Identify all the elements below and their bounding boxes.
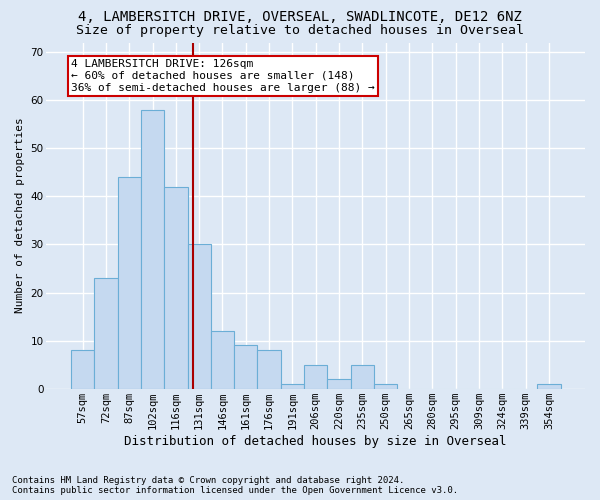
- Bar: [537, 384, 560, 388]
- Text: Size of property relative to detached houses in Overseal: Size of property relative to detached ho…: [76, 24, 524, 37]
- Text: 4 LAMBERSITCH DRIVE: 126sqm
← 60% of detached houses are smaller (148)
36% of se: 4 LAMBERSITCH DRIVE: 126sqm ← 60% of det…: [71, 60, 374, 92]
- Bar: [350, 364, 374, 388]
- X-axis label: Distribution of detached houses by size in Overseal: Distribution of detached houses by size …: [124, 434, 507, 448]
- Text: Contains public sector information licensed under the Open Government Licence v3: Contains public sector information licen…: [12, 486, 458, 495]
- Bar: [164, 186, 188, 388]
- Bar: [71, 350, 94, 389]
- Bar: [234, 346, 257, 389]
- Text: 4, LAMBERSITCH DRIVE, OVERSEAL, SWADLINCOTE, DE12 6NZ: 4, LAMBERSITCH DRIVE, OVERSEAL, SWADLINC…: [78, 10, 522, 24]
- Bar: [118, 177, 141, 388]
- Bar: [257, 350, 281, 389]
- Text: Contains HM Land Registry data © Crown copyright and database right 2024.: Contains HM Land Registry data © Crown c…: [12, 476, 404, 485]
- Bar: [94, 278, 118, 388]
- Bar: [281, 384, 304, 388]
- Bar: [141, 110, 164, 388]
- Bar: [328, 379, 350, 388]
- Bar: [304, 364, 328, 388]
- Bar: [374, 384, 397, 388]
- Y-axis label: Number of detached properties: Number of detached properties: [15, 118, 25, 314]
- Bar: [211, 331, 234, 388]
- Bar: [188, 244, 211, 388]
